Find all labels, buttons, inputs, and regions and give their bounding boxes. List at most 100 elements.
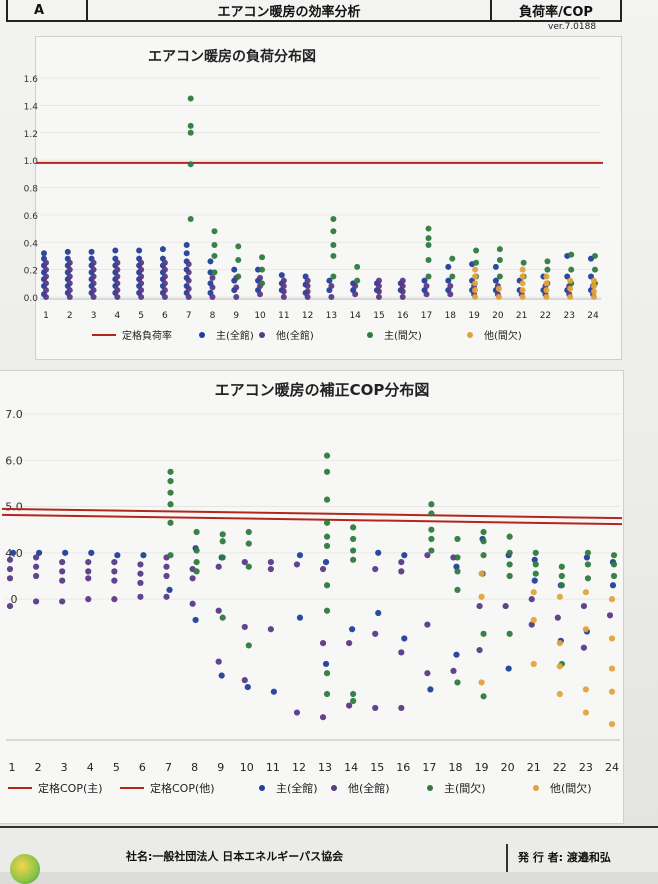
- chart2-point: [6, 565, 14, 573]
- chart2-point: [166, 586, 173, 593]
- chart2-x-tick-label: 9: [217, 761, 224, 774]
- chart1-point: [185, 294, 192, 300]
- chart1-point: [257, 274, 264, 281]
- chart1-y-tick-label: 0.4: [24, 239, 39, 249]
- chart1-point: [90, 266, 97, 273]
- chart2-point: [478, 570, 485, 577]
- chart1-point: [592, 252, 598, 259]
- chart2-point: [610, 561, 618, 568]
- chart1-point: [114, 259, 121, 266]
- chart1-point: [161, 294, 168, 300]
- chart1-point: [138, 287, 145, 294]
- chart2-x-tick-label: 18: [448, 761, 462, 774]
- chart1-point: [66, 266, 73, 273]
- chart2-point: [372, 565, 379, 573]
- chart2-point: [111, 568, 118, 575]
- chart2-point: [350, 547, 357, 554]
- chart1-x-tick-label: 9: [233, 311, 239, 321]
- chart2-point: [267, 559, 274, 566]
- chart1-point: [520, 259, 527, 266]
- chart2-point: [478, 593, 485, 600]
- chart2-point: [608, 596, 616, 603]
- chart1-point: [330, 273, 337, 280]
- chart1-legend-dot-swatch: [199, 332, 205, 338]
- chart2-point: [32, 572, 40, 580]
- chart2-point: [293, 709, 301, 716]
- chart1-y-tick-label: 1.2: [24, 130, 38, 140]
- footer: 社名:一般社団法人 日本エネルギーパス協会 発 行 者: 渡邉和弘: [0, 826, 658, 872]
- chart2-x-tick-label: 4: [87, 761, 94, 774]
- chart2-point: [32, 598, 40, 605]
- chart1-point: [43, 259, 49, 266]
- chart1-point: [496, 257, 503, 264]
- chart2-point: [480, 693, 487, 700]
- chart1-point: [425, 241, 432, 248]
- chart1-point: [209, 284, 216, 291]
- chart2-x-tick-label: 6: [139, 761, 146, 774]
- chart1-x-tick-label: 13: [326, 311, 337, 321]
- chart2-point: [111, 577, 118, 584]
- chart1-point: [187, 95, 194, 102]
- chart2-point: [530, 616, 537, 624]
- chart2-point: [111, 596, 118, 603]
- chart1-point: [43, 287, 49, 294]
- chart2-point: [528, 596, 535, 603]
- chart1-point: [211, 241, 218, 248]
- chart1-point: [472, 294, 479, 300]
- chart2-point: [454, 586, 461, 593]
- chart2-point: [6, 575, 14, 582]
- chart2-title: エアコン暖房の補正COP分布図: [215, 381, 430, 399]
- chart2-point: [323, 670, 331, 677]
- chart2-point: [59, 568, 66, 575]
- chart2-x-tick-label: 13: [318, 761, 332, 774]
- chart2-point: [296, 614, 304, 621]
- chart2-point: [189, 575, 196, 582]
- chart2-point: [167, 489, 174, 496]
- chart2-point: [323, 533, 331, 540]
- version-label: ver.7.0188: [548, 22, 597, 32]
- chart1-point: [399, 288, 406, 295]
- chart2-point: [480, 538, 487, 545]
- chart1-point: [330, 252, 337, 259]
- chart2-point: [241, 559, 248, 566]
- chart2-point: [322, 559, 330, 566]
- chart1-x-tick-label: 4: [114, 311, 120, 321]
- chart2-x-tick-label: 1: [9, 761, 16, 774]
- chart1-title: エアコン暖房の負荷分布図: [148, 48, 316, 65]
- chart2-x-tick-label: 10: [240, 761, 254, 774]
- chart2-x-tick-label: 17: [422, 761, 436, 774]
- chart2-point: [428, 547, 435, 554]
- chart2-legend-dot-swatch: [533, 785, 539, 791]
- chart1-point: [472, 287, 479, 294]
- chart2-point: [427, 686, 434, 693]
- chart2-x-tick-label: 8: [191, 761, 198, 774]
- chart1-point: [588, 273, 594, 280]
- chart1-point: [90, 287, 97, 294]
- chart2-point: [582, 686, 590, 693]
- chart2-legend-dot-swatch: [427, 785, 433, 791]
- chart1-point: [425, 235, 432, 242]
- chart2-legend-label: 定格COP(他): [150, 781, 215, 795]
- chart2-point: [480, 528, 487, 536]
- chart2-point: [323, 496, 331, 503]
- chart2-point: [584, 549, 592, 556]
- chart2-point: [219, 531, 226, 538]
- chart1-point: [328, 294, 335, 300]
- chart1-point: [161, 259, 168, 266]
- chart2-point: [454, 554, 461, 561]
- chart1-point: [90, 280, 97, 287]
- chart1-point: [114, 273, 121, 280]
- chart1-point: [138, 280, 145, 287]
- chart2-point: [478, 679, 485, 686]
- chart1-point: [280, 283, 287, 290]
- chart2-x-tick-label: 11: [266, 761, 280, 774]
- chart1-point: [567, 277, 574, 284]
- chart1-point: [280, 294, 287, 300]
- footer-publisher: 発 行 者: 渡邉和弘: [506, 844, 611, 872]
- chart2-point: [610, 552, 618, 559]
- chart1-point: [445, 263, 452, 270]
- chart2-point: [296, 552, 304, 559]
- chart2-point: [608, 665, 616, 672]
- chart1-point: [425, 273, 432, 280]
- chart2-point: [480, 552, 487, 559]
